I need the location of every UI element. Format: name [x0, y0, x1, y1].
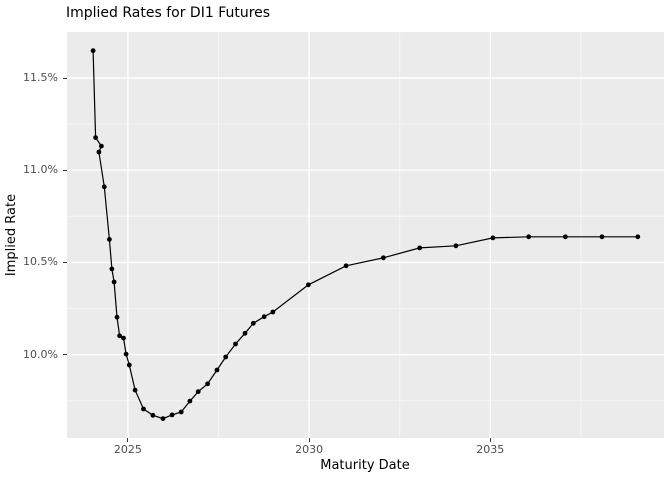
x-tick-mark	[127, 438, 129, 442]
y-tick-mark	[63, 169, 67, 171]
y-tick-label: 11.5%	[23, 71, 58, 84]
x-axis-title: Maturity Date	[320, 458, 410, 473]
x-tick-label: 2030	[295, 443, 324, 456]
y-tick-label: 11.0%	[23, 163, 58, 177]
y-tick-label: 10.0%	[23, 347, 58, 361]
y-tick-mark	[63, 77, 67, 79]
plot-panel	[67, 32, 664, 438]
y-tick-label: 10.5%	[23, 255, 58, 269]
y-tick-mark	[63, 354, 67, 356]
chart-title: Implied Rates for DI1 Futures	[66, 5, 271, 21]
x-tick-label: 2035	[476, 443, 505, 456]
x-tick-mark	[489, 438, 491, 442]
x-tick-label: 2025	[113, 443, 142, 456]
y-axis-title: Implied Rate	[4, 193, 19, 277]
y-tick-mark	[63, 261, 67, 263]
x-tick-mark	[308, 438, 310, 442]
